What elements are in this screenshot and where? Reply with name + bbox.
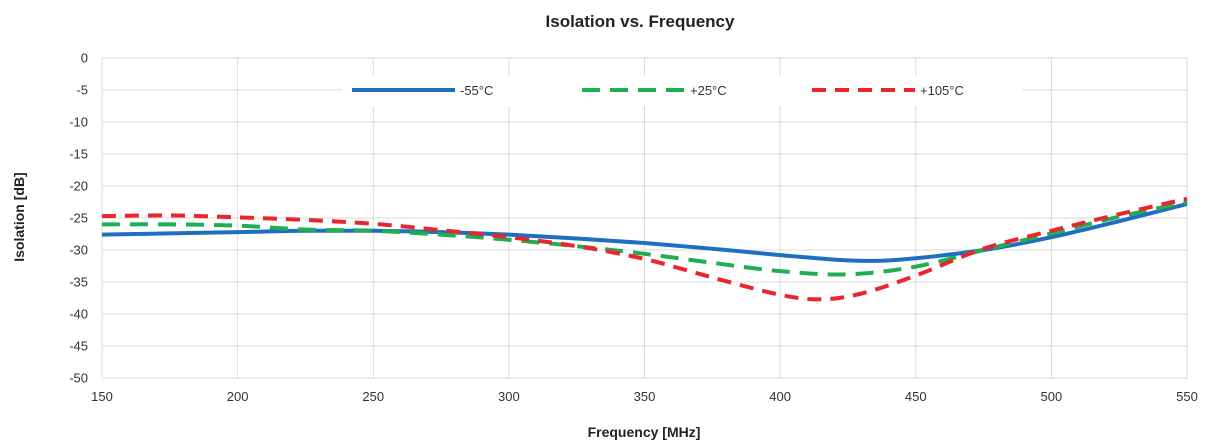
y-tick-label: -5 (76, 83, 88, 98)
x-tick-label: 250 (362, 389, 384, 404)
x-tick-label: 550 (1176, 389, 1198, 404)
x-tick-label: 450 (905, 389, 927, 404)
x-axis-title: Frequency [MHz] (588, 424, 701, 440)
y-tick-label: -50 (69, 371, 88, 386)
series-line-3 (101, 196, 1188, 302)
x-tick-labels: 150 200 250 300 350 400 450 500 550 (91, 389, 1198, 404)
legend: -55°C +25°C +105°C (342, 76, 1022, 106)
y-tick-label: -45 (69, 339, 88, 354)
chart-title: Isolation vs. Frequency (546, 12, 735, 31)
legend-label-3: +105°C (920, 83, 964, 98)
y-tick-label: -15 (69, 147, 88, 162)
y-tick-label: -20 (69, 179, 88, 194)
x-tick-label: 350 (634, 389, 656, 404)
y-tick-label: 0 (81, 51, 88, 66)
y-tick-label: -30 (69, 243, 88, 258)
y-tick-label: -40 (69, 307, 88, 322)
legend-label-1: -55°C (460, 83, 493, 98)
x-tick-label: 500 (1041, 389, 1063, 404)
legend-label-2: +25°C (690, 83, 727, 98)
series-line-2 (101, 200, 1188, 277)
grid-lines (101, 57, 1188, 379)
x-tick-label: 400 (769, 389, 791, 404)
y-tick-label: -35 (69, 275, 88, 290)
y-tick-label: -25 (69, 211, 88, 226)
x-tick-label: 300 (498, 389, 520, 404)
x-tick-label: 150 (91, 389, 113, 404)
y-tick-label: -10 (69, 115, 88, 130)
y-axis-title: Isolation [dB] (11, 172, 27, 261)
x-tick-label: 200 (227, 389, 249, 404)
series-layer (101, 196, 1188, 302)
y-tick-labels: 0 -5 -10 -15 -20 -25 -30 -35 -40 -45 -50 (69, 51, 88, 386)
